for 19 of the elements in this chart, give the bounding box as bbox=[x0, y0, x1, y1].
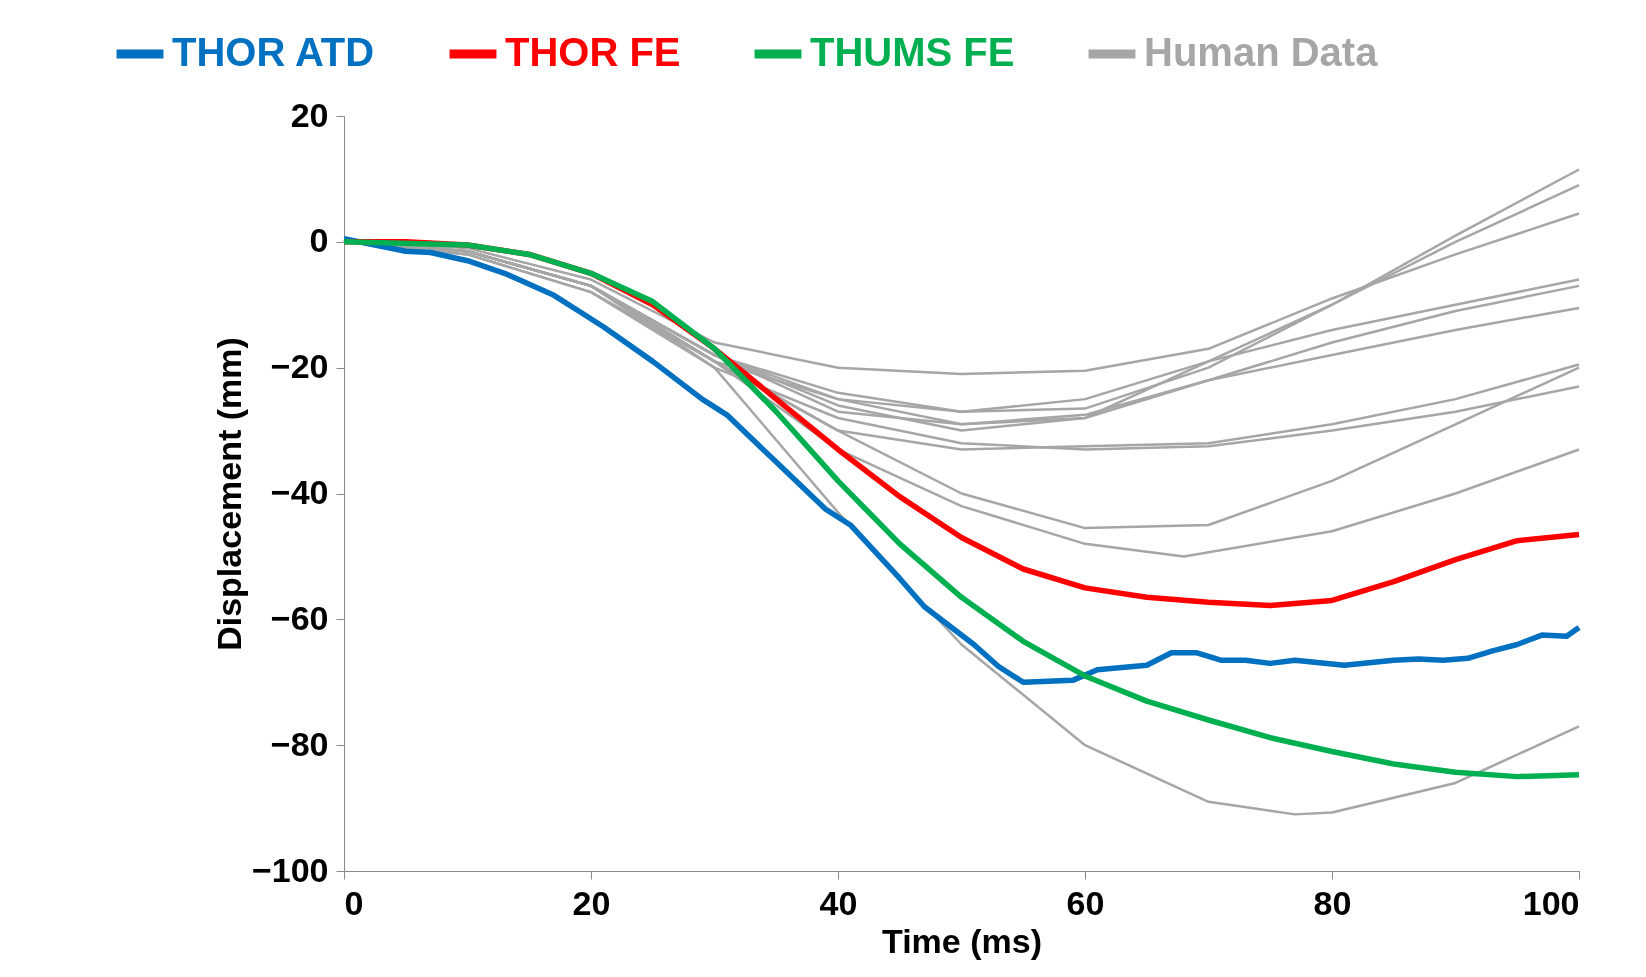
legend-label: Human Data bbox=[1144, 30, 1379, 74]
legend-label: THUMS FE bbox=[810, 30, 1015, 74]
y-tick-label: −20 bbox=[270, 347, 329, 386]
y-tick-label: 20 bbox=[290, 95, 329, 134]
x-tick-label: 80 bbox=[1313, 883, 1352, 922]
x-tick-label: 40 bbox=[819, 883, 858, 922]
x-axis-title: Time (ms) bbox=[882, 921, 1042, 960]
x-tick-label: 60 bbox=[1066, 883, 1105, 922]
x-tick-label: 100 bbox=[1522, 883, 1580, 922]
y-tick-label: −80 bbox=[270, 724, 329, 763]
y-tick-label: −40 bbox=[270, 473, 329, 511]
legend-label: THOR FE bbox=[505, 30, 681, 74]
x-tick-label: 0 bbox=[344, 883, 364, 922]
legend-label: THOR ATD bbox=[172, 30, 375, 74]
y-axis-title: Displacement (mm) bbox=[209, 337, 248, 651]
y-tick-label: −60 bbox=[270, 598, 329, 637]
y-tick-label: −100 bbox=[251, 850, 329, 889]
y-tick-label: 0 bbox=[309, 221, 329, 260]
x-tick-label: 20 bbox=[572, 883, 611, 922]
